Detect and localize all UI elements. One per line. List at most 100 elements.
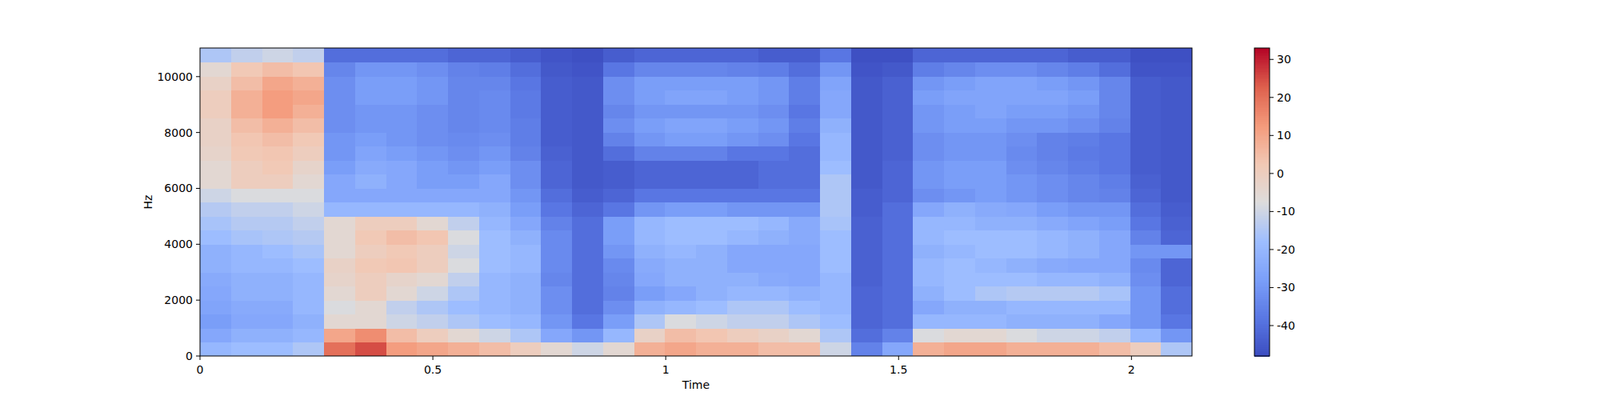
cell bbox=[1099, 132, 1131, 147]
cell bbox=[231, 314, 263, 329]
cell bbox=[788, 244, 820, 259]
cell bbox=[696, 216, 728, 231]
cell bbox=[975, 230, 1007, 245]
cell bbox=[1036, 244, 1068, 259]
cell bbox=[324, 230, 356, 245]
cell bbox=[727, 118, 759, 133]
cell bbox=[944, 104, 976, 119]
cell bbox=[1160, 174, 1192, 189]
cell bbox=[448, 188, 480, 203]
cell bbox=[200, 62, 232, 77]
cell bbox=[634, 300, 666, 315]
cell bbox=[1099, 202, 1131, 217]
cells bbox=[200, 48, 1192, 356]
cell bbox=[540, 272, 572, 287]
cell bbox=[1099, 286, 1131, 301]
cell bbox=[944, 132, 976, 147]
cell bbox=[664, 342, 696, 357]
cell bbox=[1036, 62, 1068, 77]
cell bbox=[1068, 216, 1100, 231]
cell bbox=[1036, 76, 1068, 91]
cell bbox=[727, 132, 759, 147]
cell bbox=[1130, 328, 1162, 343]
cell bbox=[355, 146, 387, 161]
cell bbox=[292, 272, 324, 287]
cell bbox=[603, 76, 635, 91]
cell bbox=[912, 202, 944, 217]
cell bbox=[820, 188, 852, 203]
cell bbox=[696, 76, 728, 91]
cell bbox=[386, 202, 418, 217]
cell bbox=[1036, 132, 1068, 147]
cell bbox=[572, 104, 604, 119]
cell bbox=[975, 146, 1007, 161]
cell bbox=[944, 90, 976, 105]
cell bbox=[510, 286, 542, 301]
cell bbox=[416, 188, 448, 203]
cell bbox=[231, 132, 263, 147]
cell bbox=[1006, 300, 1038, 315]
y-tick bbox=[196, 132, 200, 133]
cell bbox=[1130, 188, 1162, 203]
cell bbox=[448, 216, 480, 231]
cell bbox=[540, 314, 572, 329]
cell bbox=[634, 342, 666, 357]
cell bbox=[758, 76, 790, 91]
cell bbox=[448, 76, 480, 91]
cell bbox=[912, 272, 944, 287]
cell bbox=[727, 104, 759, 119]
cell bbox=[572, 90, 604, 105]
cell bbox=[510, 300, 542, 315]
cell bbox=[975, 286, 1007, 301]
cell bbox=[262, 132, 294, 147]
cell bbox=[540, 104, 572, 119]
cell bbox=[416, 286, 448, 301]
cell bbox=[882, 146, 914, 161]
cell bbox=[448, 244, 480, 259]
cell bbox=[603, 300, 635, 315]
x-tick bbox=[665, 356, 667, 360]
cell bbox=[1006, 202, 1038, 217]
cell bbox=[355, 188, 387, 203]
cell bbox=[1130, 48, 1162, 63]
cell bbox=[262, 104, 294, 119]
cell bbox=[1006, 272, 1038, 287]
cell bbox=[788, 202, 820, 217]
cell bbox=[788, 146, 820, 161]
cell bbox=[696, 258, 728, 273]
cell bbox=[510, 174, 542, 189]
cell bbox=[912, 118, 944, 133]
cell bbox=[851, 286, 883, 301]
cell bbox=[479, 300, 511, 315]
cell bbox=[1160, 160, 1192, 175]
cell bbox=[1006, 244, 1038, 259]
cell bbox=[416, 216, 448, 231]
cell bbox=[634, 202, 666, 217]
cell bbox=[882, 62, 914, 77]
cell bbox=[1160, 300, 1192, 315]
cell bbox=[231, 300, 263, 315]
cell bbox=[479, 118, 511, 133]
cell bbox=[1099, 174, 1131, 189]
cell bbox=[1006, 314, 1038, 329]
colorbar-tick-label: -20 bbox=[1276, 243, 1296, 256]
cell bbox=[944, 328, 976, 343]
cell bbox=[355, 244, 387, 259]
plot-frame bbox=[200, 48, 1192, 356]
cell bbox=[572, 202, 604, 217]
cell bbox=[510, 62, 542, 77]
cell bbox=[1099, 216, 1131, 231]
cell bbox=[416, 328, 448, 343]
cell bbox=[634, 286, 666, 301]
cell bbox=[1068, 258, 1100, 273]
cell bbox=[292, 342, 324, 357]
cell bbox=[758, 62, 790, 77]
cell bbox=[1036, 188, 1068, 203]
cell bbox=[386, 90, 418, 105]
cell bbox=[1130, 132, 1162, 147]
cell bbox=[479, 146, 511, 161]
cell bbox=[944, 216, 976, 231]
cell bbox=[1006, 146, 1038, 161]
cell bbox=[572, 174, 604, 189]
cell bbox=[292, 118, 324, 133]
